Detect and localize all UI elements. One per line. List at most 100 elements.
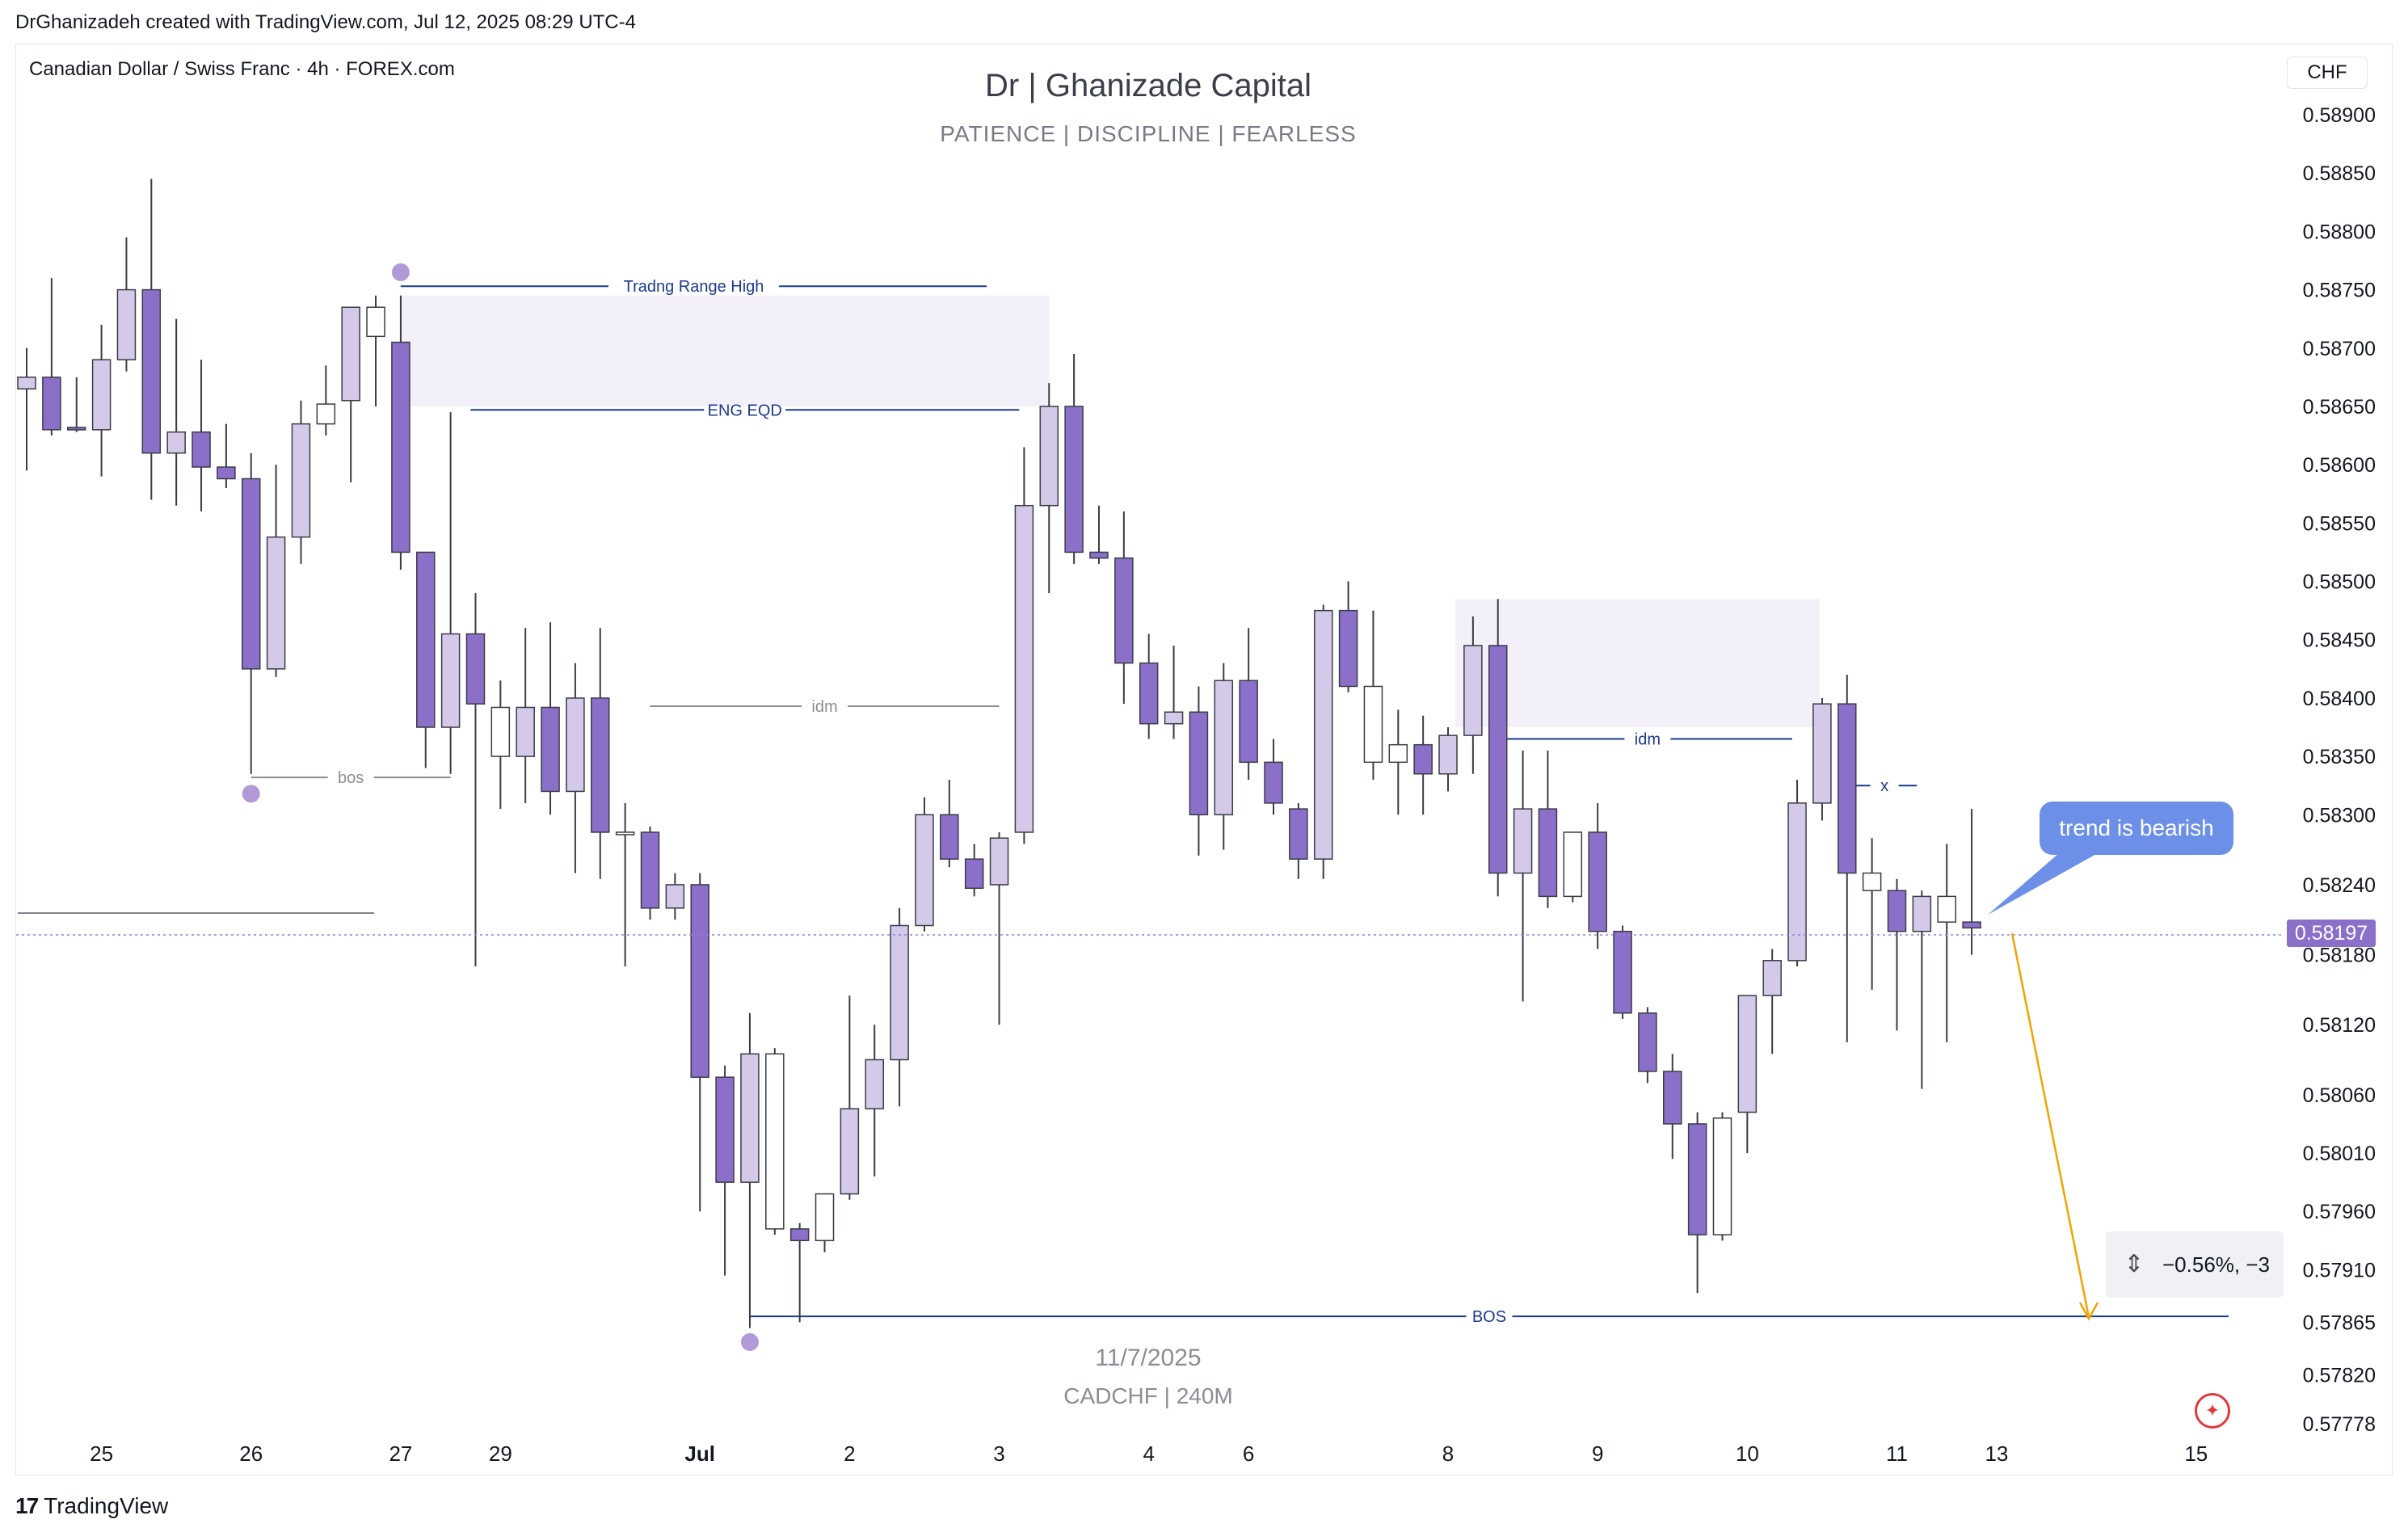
- candle-body: [1114, 557, 1134, 664]
- y-tick-label: 0.58900: [2303, 104, 2376, 127]
- zone-box: [400, 295, 1050, 406]
- zones: [400, 295, 1820, 728]
- candle-body: [1737, 995, 1758, 1113]
- candle-body: [1787, 802, 1807, 962]
- x-tick-label: 25: [90, 1442, 113, 1466]
- candle-body: [1712, 1117, 1732, 1235]
- candle-body: [1264, 761, 1283, 804]
- measure-icon: ⇕: [2124, 1251, 2145, 1277]
- tradingview-brand[interactable]: 17 TradingView: [15, 1493, 168, 1519]
- y-tick-label: 0.58010: [2303, 1143, 2376, 1165]
- candle-body: [890, 924, 909, 1061]
- measure-text: −0.56%, −3: [2162, 1252, 2270, 1277]
- measure-box[interactable]: ⇕ −0.56%, −3: [2106, 1231, 2284, 1298]
- candle-body: [465, 633, 486, 705]
- candle-body: [516, 706, 535, 757]
- x-tick-label: 11: [1886, 1442, 1908, 1466]
- y-tick-label: 0.57910: [2303, 1259, 2376, 1282]
- x-tick-label: 3: [993, 1442, 1004, 1466]
- y-tick-label: 0.58240: [2303, 874, 2376, 897]
- candle-body: [1289, 808, 1308, 860]
- annotation-label: bos: [338, 769, 364, 787]
- candle-body: [1538, 808, 1558, 898]
- candle-body: [1089, 551, 1109, 559]
- candle-body: [1563, 831, 1583, 898]
- annotation-label: Tradng Range High: [624, 278, 764, 296]
- candle-body: [440, 633, 461, 728]
- candle-body: [1313, 609, 1333, 860]
- y-tick-label: 0.58650: [2303, 396, 2376, 419]
- candle-body: [1064, 406, 1084, 553]
- canada-flag-icon[interactable]: ✦: [2195, 1393, 2230, 1429]
- y-tick-label: 0.58300: [2303, 804, 2376, 827]
- candle-body: [166, 431, 186, 454]
- candle-body: [1363, 685, 1383, 764]
- y-tick-label: 0.58500: [2303, 571, 2376, 594]
- x-tick-label: 6: [1243, 1442, 1254, 1466]
- annotation-label: x: [1880, 777, 1888, 795]
- candle-body: [915, 814, 934, 927]
- x-tick-label: 2: [844, 1442, 855, 1466]
- candle-body: [341, 306, 360, 402]
- y-tick-label: 0.58180: [2303, 945, 2376, 967]
- callout-pointer: [1988, 853, 2098, 915]
- candle-body: [1438, 734, 1458, 775]
- x-tick-label: 26: [239, 1442, 263, 1466]
- candle-body: [640, 831, 660, 909]
- y-tick-label: 0.57960: [2303, 1201, 2376, 1223]
- x-tick-label: 9: [1592, 1442, 1603, 1466]
- candle-body: [1962, 921, 1981, 929]
- y-tick-label: 0.58060: [2303, 1084, 2376, 1107]
- candle-body: [1413, 743, 1433, 775]
- candle-body: [490, 706, 511, 757]
- callout-trend[interactable]: trend is bearish: [2040, 802, 2233, 855]
- candle-body: [1588, 831, 1607, 932]
- candle-body: [416, 551, 436, 728]
- candle-body: [740, 1053, 760, 1183]
- candle-body: [1613, 930, 1632, 1014]
- candle-body: [1862, 872, 1882, 891]
- y-tick-label: 0.58800: [2303, 221, 2376, 243]
- y-tick-label: 0.57820: [2303, 1364, 2376, 1387]
- candle-body: [865, 1059, 884, 1109]
- candle-body: [1388, 743, 1408, 764]
- candle-body: [1663, 1071, 1682, 1125]
- zone-box: [1455, 599, 1820, 728]
- candle-body: [840, 1108, 860, 1195]
- candle-body: [1014, 504, 1034, 833]
- y-tick-label: 0.58550: [2303, 512, 2376, 535]
- candle-body: [91, 359, 112, 431]
- candle-body: [241, 478, 261, 670]
- candle-body: [1887, 890, 1907, 932]
- y-tick-label: 0.58350: [2303, 746, 2376, 768]
- candle-body: [17, 377, 36, 390]
- candle-body: [1912, 895, 1932, 932]
- y-tick-label: 0.58400: [2303, 688, 2376, 710]
- candle-body: [1214, 680, 1234, 816]
- candle-body: [1812, 703, 1832, 804]
- candle-body: [42, 377, 61, 431]
- x-axis: 25 26 27 29 Jul 2 3 4 6 8 9 10 11 13 15: [90, 1442, 2208, 1466]
- x-tick-label: Jul: [684, 1442, 715, 1466]
- x-tick-label: 13: [1985, 1442, 2008, 1466]
- header-created-by: DrGhanizadeh created with TradingView.co…: [15, 11, 636, 33]
- x-tick-label: 10: [1736, 1442, 1759, 1466]
- candle-body: [1463, 645, 1483, 736]
- currency-button[interactable]: CHF: [2287, 57, 2368, 89]
- arrow-head-icon: [2078, 1302, 2099, 1321]
- annotation-label: idm: [1635, 730, 1661, 748]
- watermark-pair: CADCHF | 240M: [1063, 1383, 1233, 1408]
- candle-body: [1239, 680, 1258, 764]
- x-tick-label: 29: [489, 1442, 512, 1466]
- candle-body: [1039, 406, 1059, 507]
- candle-body: [1838, 703, 1857, 874]
- candle-body: [1189, 711, 1209, 816]
- candle-body: [1937, 895, 1956, 923]
- candle-body: [989, 837, 1009, 886]
- candle-body: [591, 697, 610, 833]
- candle-body: [66, 427, 86, 431]
- y-tick-label: 0.58700: [2303, 338, 2376, 360]
- y-tick-label: 0.57865: [2303, 1311, 2376, 1334]
- candle-body: [391, 341, 410, 553]
